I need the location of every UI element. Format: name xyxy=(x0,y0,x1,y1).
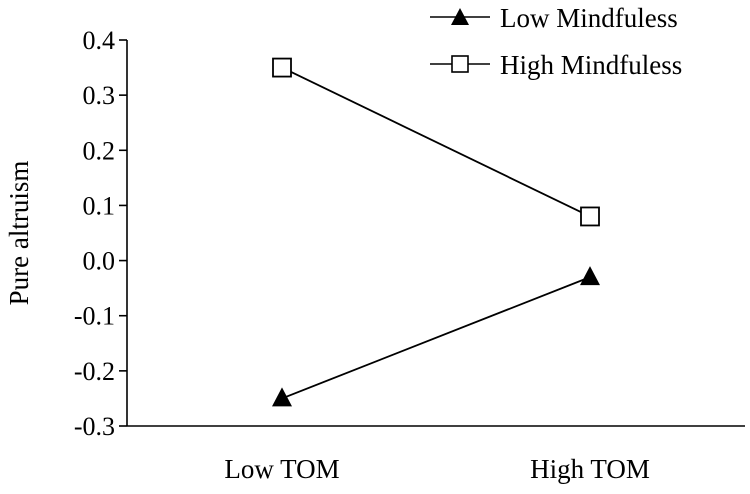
y-tick-label: -0.3 xyxy=(74,412,115,441)
y-axis-ticks: 0.4 0.3 0.2 0.1 0.0 -0.1 -0.2 -0.3 xyxy=(74,26,127,441)
x-tick-label-low-tom: Low TOM xyxy=(224,454,339,484)
y-tick-label: 0.1 xyxy=(83,191,116,220)
y-axis-title: Pure altruism xyxy=(4,161,34,306)
x-tick-label-high-tom: High TOM xyxy=(530,454,650,484)
series-line-high-mindfuless xyxy=(281,66,591,218)
data-point-high-mindfuless-low-tom xyxy=(272,57,292,78)
y-tick-label: -0.1 xyxy=(74,302,115,331)
legend: Low Mindfuless High Mindfuless xyxy=(430,3,682,80)
y-tick-label: 0.4 xyxy=(83,26,116,55)
series-layer xyxy=(272,57,600,407)
legend-label-high-mindfuless: High Mindfuless xyxy=(500,50,682,80)
y-tick-label: 0.0 xyxy=(83,247,116,276)
data-point-low-mindfuless-high-tom xyxy=(580,266,600,286)
data-point-low-mindfuless-low-tom xyxy=(272,387,292,407)
legend-triangle-marker xyxy=(451,8,469,25)
data-point-high-mindfuless-high-tom xyxy=(580,206,600,227)
legend-label-low-mindfuless: Low Mindfuless xyxy=(500,3,678,33)
legend-square-marker xyxy=(451,55,469,73)
y-tick-label: 0.2 xyxy=(83,136,116,165)
series-line-low-mindfuless xyxy=(281,276,591,400)
y-tick-label: 0.3 xyxy=(83,81,116,110)
y-tick-label: -0.2 xyxy=(74,357,115,386)
